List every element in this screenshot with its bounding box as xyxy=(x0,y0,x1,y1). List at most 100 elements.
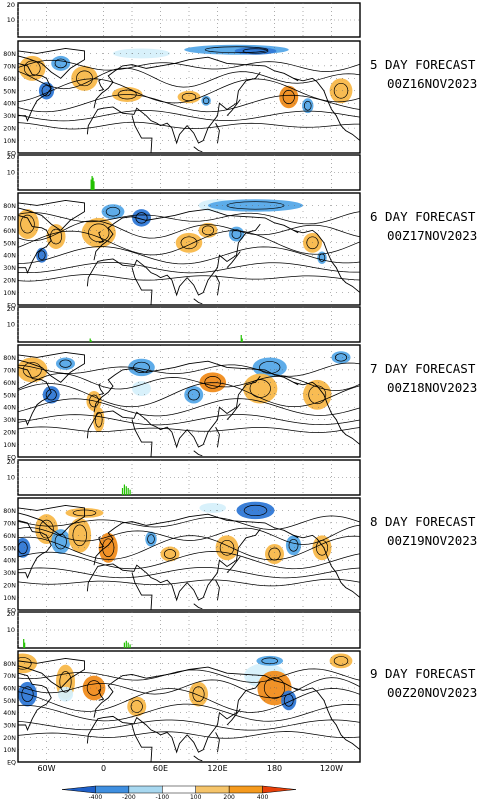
lat-tick-label: 80N xyxy=(3,355,16,362)
histogram-bar xyxy=(89,338,91,342)
height-contour xyxy=(117,89,137,100)
height-contour xyxy=(18,719,360,731)
anomaly-shading xyxy=(56,357,75,370)
coastline xyxy=(226,99,241,116)
coastline xyxy=(93,666,299,718)
height-contour xyxy=(282,89,295,105)
height-contour xyxy=(18,94,360,113)
coastline xyxy=(131,267,153,305)
lat-tick-label: 20N xyxy=(3,126,16,133)
coastline xyxy=(193,603,203,610)
height-contour xyxy=(333,82,349,99)
lat-tick-label: 70N xyxy=(3,520,16,527)
colorbar-segment xyxy=(61,785,96,794)
height-contour xyxy=(202,97,210,105)
forecast-day-label: 8 DAY FORECAST xyxy=(370,514,476,529)
coastline xyxy=(215,274,220,296)
height-contour xyxy=(94,411,103,428)
histogram-bar xyxy=(125,486,127,495)
height-contour xyxy=(89,394,99,408)
height-contour xyxy=(54,533,67,550)
height-contour xyxy=(243,504,268,517)
lat-tick-label: 60N xyxy=(3,686,16,693)
colorbar-label: 400 xyxy=(257,794,269,800)
anomaly-shading xyxy=(243,373,278,404)
lat-tick-label: 50N xyxy=(3,240,16,247)
lat-tick-label: 10N xyxy=(3,290,16,297)
lat-tick-label: 10N xyxy=(3,595,16,602)
anomaly-shading xyxy=(329,653,353,669)
height-contour xyxy=(59,671,72,693)
forecast-panel: 20 10 80N 70N 60N 50N 40N 30N 20N 10N EQ xyxy=(3,1,361,158)
anomaly-shading xyxy=(329,78,353,104)
coastline xyxy=(86,528,261,602)
lat-tick-label: 30N xyxy=(3,265,16,272)
lat-tick-label: 70N xyxy=(3,215,16,222)
colorbar-label: -100 xyxy=(155,794,169,800)
coastline xyxy=(18,352,85,383)
lat-tick-label: 10N xyxy=(3,138,16,145)
anomaly-shading xyxy=(208,199,303,212)
lat-tick-label: 60N xyxy=(3,533,16,540)
histogram-tick-label: 20 xyxy=(7,458,15,466)
colorbar-segment xyxy=(228,785,263,794)
anomaly-shading xyxy=(18,653,37,674)
height-contour xyxy=(18,677,360,699)
lat-tick-label: 80N xyxy=(3,508,16,515)
histogram-frame xyxy=(17,154,361,191)
histogram-bar xyxy=(240,335,242,342)
height-contour xyxy=(226,201,285,210)
coastline xyxy=(93,513,299,566)
height-contour xyxy=(147,534,155,544)
coastline xyxy=(293,687,360,751)
lat-tick-label: 30N xyxy=(3,417,16,424)
anomaly-shading xyxy=(317,251,327,264)
colorbar-segment xyxy=(162,785,196,794)
height-contour xyxy=(18,211,360,225)
map-area xyxy=(18,498,360,610)
height-contour xyxy=(49,228,63,245)
anomaly-shading xyxy=(68,517,92,553)
lat-tick-label: 40N xyxy=(3,558,16,565)
coastline xyxy=(18,519,52,579)
lat-tick-label: 40N xyxy=(3,101,16,108)
histogram-tick-label: 10 xyxy=(7,16,15,24)
forecast-panel-label: 7 DAY FORECAST 00Z18NOV2023 xyxy=(370,359,477,397)
histogram-tick-label: 20 xyxy=(7,1,15,9)
height-contour xyxy=(18,703,360,722)
anomaly-shading xyxy=(285,535,302,556)
histogram-tick-label: 10 xyxy=(7,169,15,177)
height-contour xyxy=(333,656,349,666)
anomaly-shading xyxy=(145,531,157,547)
height-contour xyxy=(163,549,177,559)
lat-tick-label: EQ xyxy=(7,760,16,767)
histogram-bar xyxy=(93,181,95,190)
forecast-panel-label: 6 DAY FORECAST 00Z17NOV2023 xyxy=(370,207,477,245)
forecast-panel-label: 8 DAY FORECAST 00Z19NOV2023 xyxy=(370,512,477,550)
anomaly-shading xyxy=(177,90,201,104)
histogram-bar xyxy=(91,176,93,190)
colorbar-segment xyxy=(95,785,130,794)
coastline xyxy=(131,724,153,762)
height-contour xyxy=(37,250,46,261)
height-contour xyxy=(18,121,360,130)
histogram-bar xyxy=(90,340,92,342)
map-frame xyxy=(17,192,361,306)
height-contour xyxy=(23,60,41,77)
histogram-tick-label: 10 xyxy=(7,626,15,634)
lat-tick-label: EQ xyxy=(7,455,16,462)
height-contour xyxy=(204,46,269,54)
height-contour xyxy=(76,70,93,87)
coastline xyxy=(193,755,203,762)
forecast-panel: 20 10 80N 70N 60N 50N 40N 30N 20N 10N EQ xyxy=(3,153,361,310)
height-contour xyxy=(18,567,360,579)
forecast-valid-time: 00Z16NOV2023 xyxy=(387,76,478,91)
height-contour xyxy=(18,230,360,256)
height-contour xyxy=(231,229,242,239)
height-contour xyxy=(192,686,205,702)
lat-tick-label: 30N xyxy=(3,570,16,577)
lat-tick-label: EQ xyxy=(7,151,16,158)
anomaly-shading xyxy=(51,55,71,71)
anomaly-shading xyxy=(198,222,218,238)
lat-tick-label: 80N xyxy=(3,51,16,58)
